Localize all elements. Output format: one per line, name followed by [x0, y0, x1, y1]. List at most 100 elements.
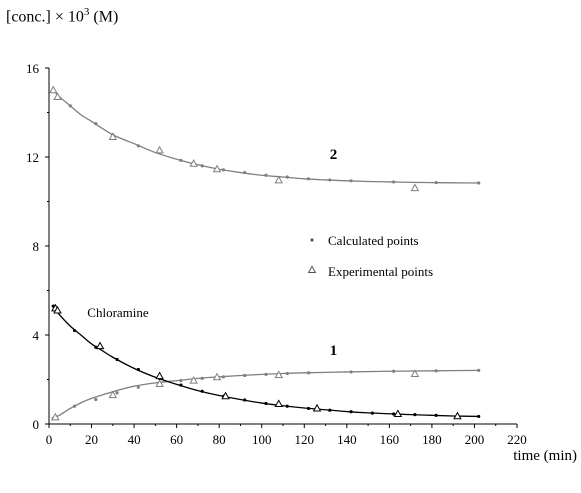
calculated-point: [392, 180, 396, 184]
legend: Calculated points Experimental points: [307, 233, 433, 279]
experimental-point: [410, 183, 420, 192]
calculated-point: [349, 410, 353, 414]
experimental-point: [189, 375, 198, 384]
calculated-point: [477, 181, 481, 185]
calculated-point: [349, 179, 353, 183]
calculated-point: [306, 406, 311, 411]
y-tick-label: 4: [33, 328, 40, 343]
annotations: 2 1 Chloramine: [87, 147, 337, 359]
calculated-point: [392, 369, 396, 373]
calculated-point: [179, 158, 183, 162]
legend-label: Calculated points: [328, 233, 419, 248]
experimental-point: [53, 305, 62, 314]
x-tick-label: 180: [422, 432, 442, 447]
x-tick-label: 160: [380, 432, 400, 447]
calculated-point: [434, 413, 438, 417]
calculated-point: [136, 144, 140, 148]
calculated-point: [392, 412, 396, 416]
x-tick-label: 200: [465, 432, 485, 447]
annotation-label: Chloramine: [87, 305, 149, 320]
calculated-point: [243, 373, 247, 378]
x-tick-label: 60: [170, 432, 183, 447]
experimental-point: [48, 85, 58, 94]
legend-marker-triangle: [307, 265, 317, 274]
calculated-point: [68, 104, 72, 108]
experimental-point: [393, 409, 403, 418]
annotation-label: 1: [330, 343, 338, 359]
calculated-point: [285, 371, 289, 376]
calculated-point: [285, 404, 289, 408]
x-tick-label: 100: [252, 432, 272, 447]
calculated-point: [243, 170, 247, 175]
experimental-point: [189, 159, 198, 167]
x-tick-label: 40: [128, 432, 141, 447]
series-curve-1: [51, 368, 481, 421]
y-tick-label: 16: [26, 61, 40, 76]
calculated-point: [264, 401, 268, 406]
series-line-curve-1: [52, 369, 479, 420]
calculated-point: [179, 383, 183, 387]
experimental-point: [95, 341, 105, 350]
experimental-point: [155, 371, 164, 380]
x-tick-label: 0: [46, 432, 53, 447]
series-layer: [48, 85, 481, 421]
calculated-point: [328, 178, 332, 182]
experimental-point: [155, 379, 164, 387]
legend-label: Experimental points: [328, 264, 433, 279]
experimental-point: [274, 370, 284, 379]
experimental-point: [108, 132, 118, 140]
x-tick-label: 80: [213, 432, 226, 447]
calculated-point: [94, 122, 98, 126]
calculated-point: [115, 357, 119, 362]
calculated-point: [136, 367, 140, 372]
calculated-point: [370, 411, 374, 415]
calculated-point: [136, 385, 140, 389]
experimental-point: [221, 391, 230, 400]
y-tick-label: 12: [26, 150, 39, 165]
calculated-point: [115, 391, 119, 395]
calculated-point: [264, 173, 268, 177]
calculated-point: [72, 404, 77, 408]
annotation-label: 2: [330, 147, 338, 163]
series-curve-2: [48, 85, 481, 192]
y-tick-label: 0: [33, 417, 40, 432]
experimental-point: [212, 164, 222, 173]
legend-marker-dot: [310, 238, 314, 242]
calculated-point: [264, 372, 268, 376]
x-axis-label: time (min): [513, 448, 577, 464]
series-chloramine: [51, 303, 481, 420]
calculated-point: [349, 370, 353, 374]
calculated-point: [179, 379, 183, 383]
calculated-point: [200, 389, 204, 393]
calculated-point: [221, 168, 226, 172]
experimental-point: [212, 372, 222, 381]
calculated-point: [243, 398, 247, 402]
calculated-point: [200, 376, 204, 380]
experimental-point: [453, 411, 462, 420]
calculated-point: [94, 397, 98, 402]
experimental-point: [51, 412, 60, 421]
calculated-point: [72, 328, 77, 333]
calculated-point: [434, 180, 438, 185]
x-tick-label: 140: [337, 432, 357, 447]
calculated-point: [413, 413, 417, 417]
calculated-point: [200, 164, 204, 168]
y-axis-label-exponent: 3: [83, 6, 90, 18]
calculated-point: [285, 175, 289, 179]
experimental-point: [53, 92, 62, 100]
y-axis-label: [conc.] × 103 (M): [6, 6, 118, 26]
series-line-chloramine: [52, 305, 479, 418]
y-tick-label: 8: [33, 239, 40, 254]
x-tick-label: 120: [295, 432, 315, 447]
calculated-point: [477, 414, 481, 419]
x-tick-label: 220: [507, 432, 527, 447]
experimental-point: [274, 399, 284, 407]
calculated-point: [306, 177, 311, 181]
experimental-point: [312, 403, 322, 412]
calculated-point: [328, 408, 332, 412]
experimental-point: [108, 390, 118, 399]
calculated-point: [221, 375, 226, 379]
y-axis-label-prefix: [conc.] × 10: [6, 8, 84, 26]
